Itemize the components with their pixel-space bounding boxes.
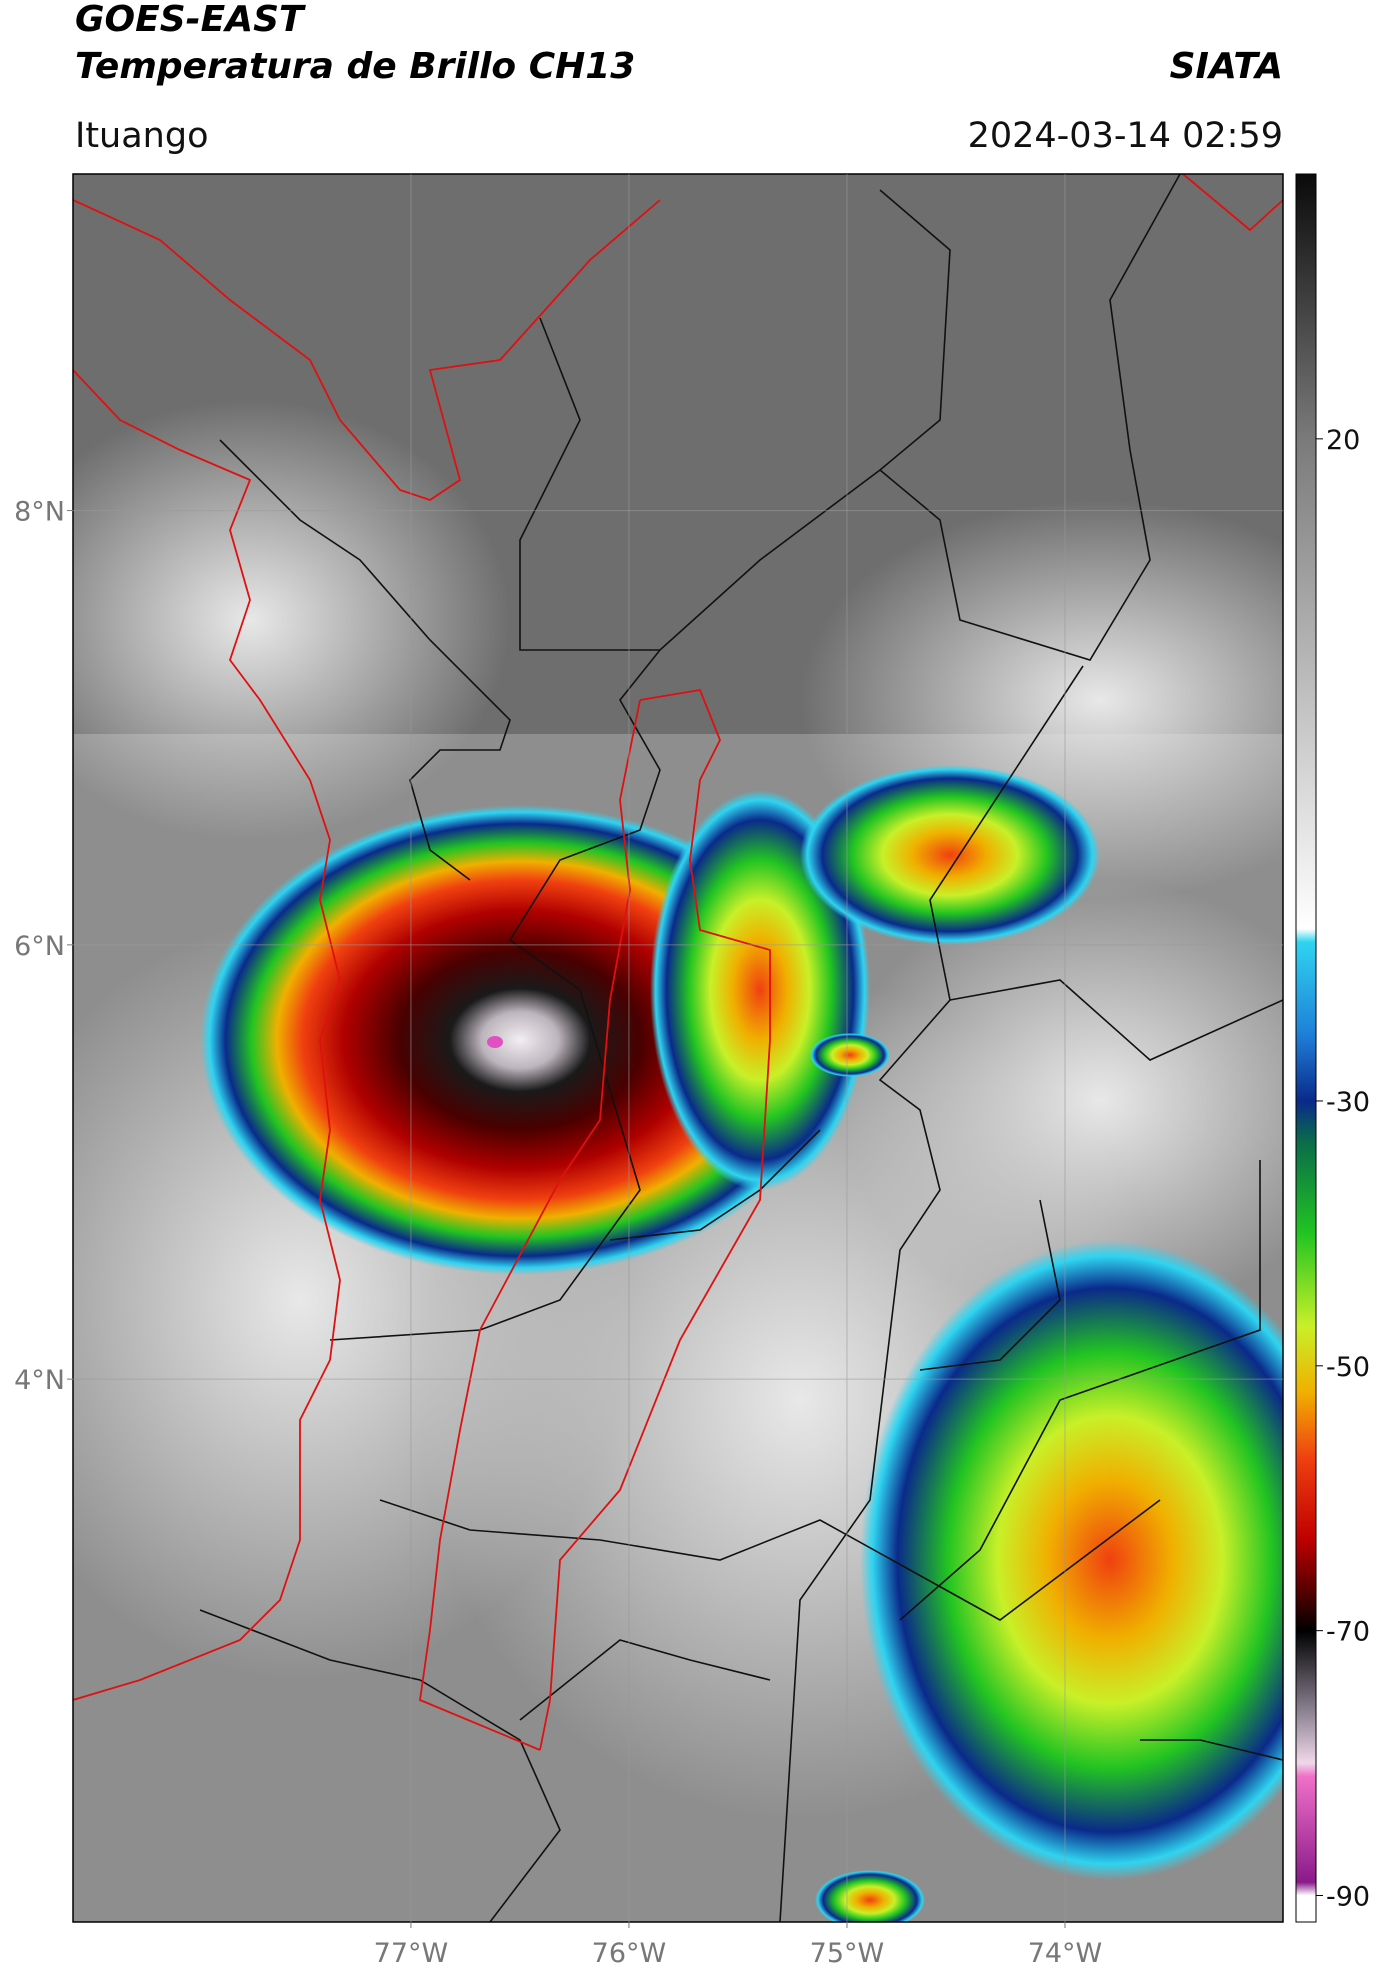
product-name: Temperatura de Brillo CH13 xyxy=(75,46,635,87)
colorbar-tick-label: -50 xyxy=(1326,1352,1370,1383)
y-tick-label: 8°N xyxy=(14,497,65,528)
storm-cell xyxy=(810,1033,890,1077)
map-frame xyxy=(72,173,1284,1923)
coldest-core xyxy=(487,1036,503,1048)
y-tick-label: 6°N xyxy=(14,931,65,962)
coastline-boundaries xyxy=(73,174,1283,1751)
x-tick-label: 74°W xyxy=(1028,1938,1103,1969)
borders xyxy=(199,174,1283,1922)
graticule: 77°W 76°W 75°W 74°W 8°N 6°N 4°N xyxy=(14,174,1283,1969)
satellite-image xyxy=(73,174,1283,1922)
colorbar-tick-label: -70 xyxy=(1326,1617,1370,1648)
cloud xyxy=(840,880,1283,1320)
colorbar-tick-label: -90 xyxy=(1326,1882,1370,1913)
cloud xyxy=(73,400,510,840)
y-tick-label: 4°N xyxy=(14,1365,65,1396)
institution: SIATA xyxy=(1170,46,1283,87)
storm-system xyxy=(860,1240,1283,1880)
colorbar-tick-label: -30 xyxy=(1326,1087,1370,1118)
x-tick-label: 76°W xyxy=(592,1938,667,1969)
colorbar-tick-label: 20 xyxy=(1326,425,1360,456)
colorbar-scale xyxy=(1295,173,1317,1923)
x-tick-label: 75°W xyxy=(810,1938,885,1969)
storm-cell xyxy=(815,1870,925,1922)
storm-system xyxy=(800,765,1100,945)
x-tick-label: 77°W xyxy=(374,1938,449,1969)
location: Ituango xyxy=(75,116,209,156)
satellite-name: GOES-EAST xyxy=(75,0,306,40)
colorbar: 20 -30 -50 -70 -90 xyxy=(1295,173,1370,1923)
datetime: 2024-03-14 02:59 xyxy=(968,116,1283,156)
